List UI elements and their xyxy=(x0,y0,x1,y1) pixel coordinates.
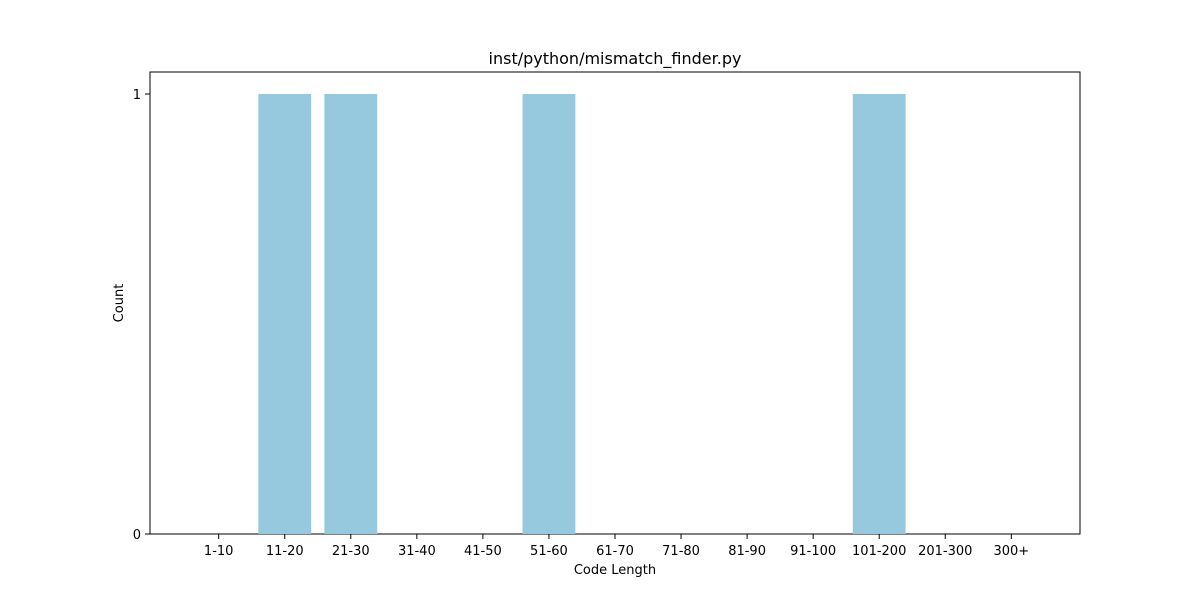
x-tick-label: 1-10 xyxy=(204,544,234,559)
x-tick-label: 61-70 xyxy=(596,544,634,559)
x-tick-label: 300+ xyxy=(993,544,1029,559)
x-tick-label: 51-60 xyxy=(530,544,568,559)
x-axis-label: Code Length xyxy=(574,563,656,578)
bar-101-200 xyxy=(852,94,906,534)
bar-21-30 xyxy=(324,94,378,534)
y-tick-label: 0 xyxy=(133,528,141,543)
y-axis-ticks: 01 xyxy=(133,88,150,543)
x-tick-label: 11-20 xyxy=(266,544,304,559)
bars-layer xyxy=(258,94,906,534)
x-tick-label: 91-100 xyxy=(790,544,836,559)
bar-51-60 xyxy=(522,94,576,534)
x-axis-ticks: 1-10 11-20 21-30 31-40 41-50 51-60 61-70 71-80 8… xyxy=(204,534,1029,559)
x-tick-label: 81-90 xyxy=(728,544,766,559)
x-tick-label: 71-80 xyxy=(662,544,700,559)
x-tick-label: 31-40 xyxy=(398,544,436,559)
x-tick-label: 41-50 xyxy=(464,544,502,559)
x-tick-label: 201-300 xyxy=(918,544,972,559)
chart-title: inst/python/mismatch_finder.py xyxy=(489,49,742,69)
y-axis-label: Count xyxy=(112,284,127,323)
bar-11-20 xyxy=(258,94,312,534)
x-tick-label: 21-30 xyxy=(332,544,370,559)
y-tick-label: 1 xyxy=(133,88,141,103)
x-tick-label: 101-200 xyxy=(852,544,906,559)
